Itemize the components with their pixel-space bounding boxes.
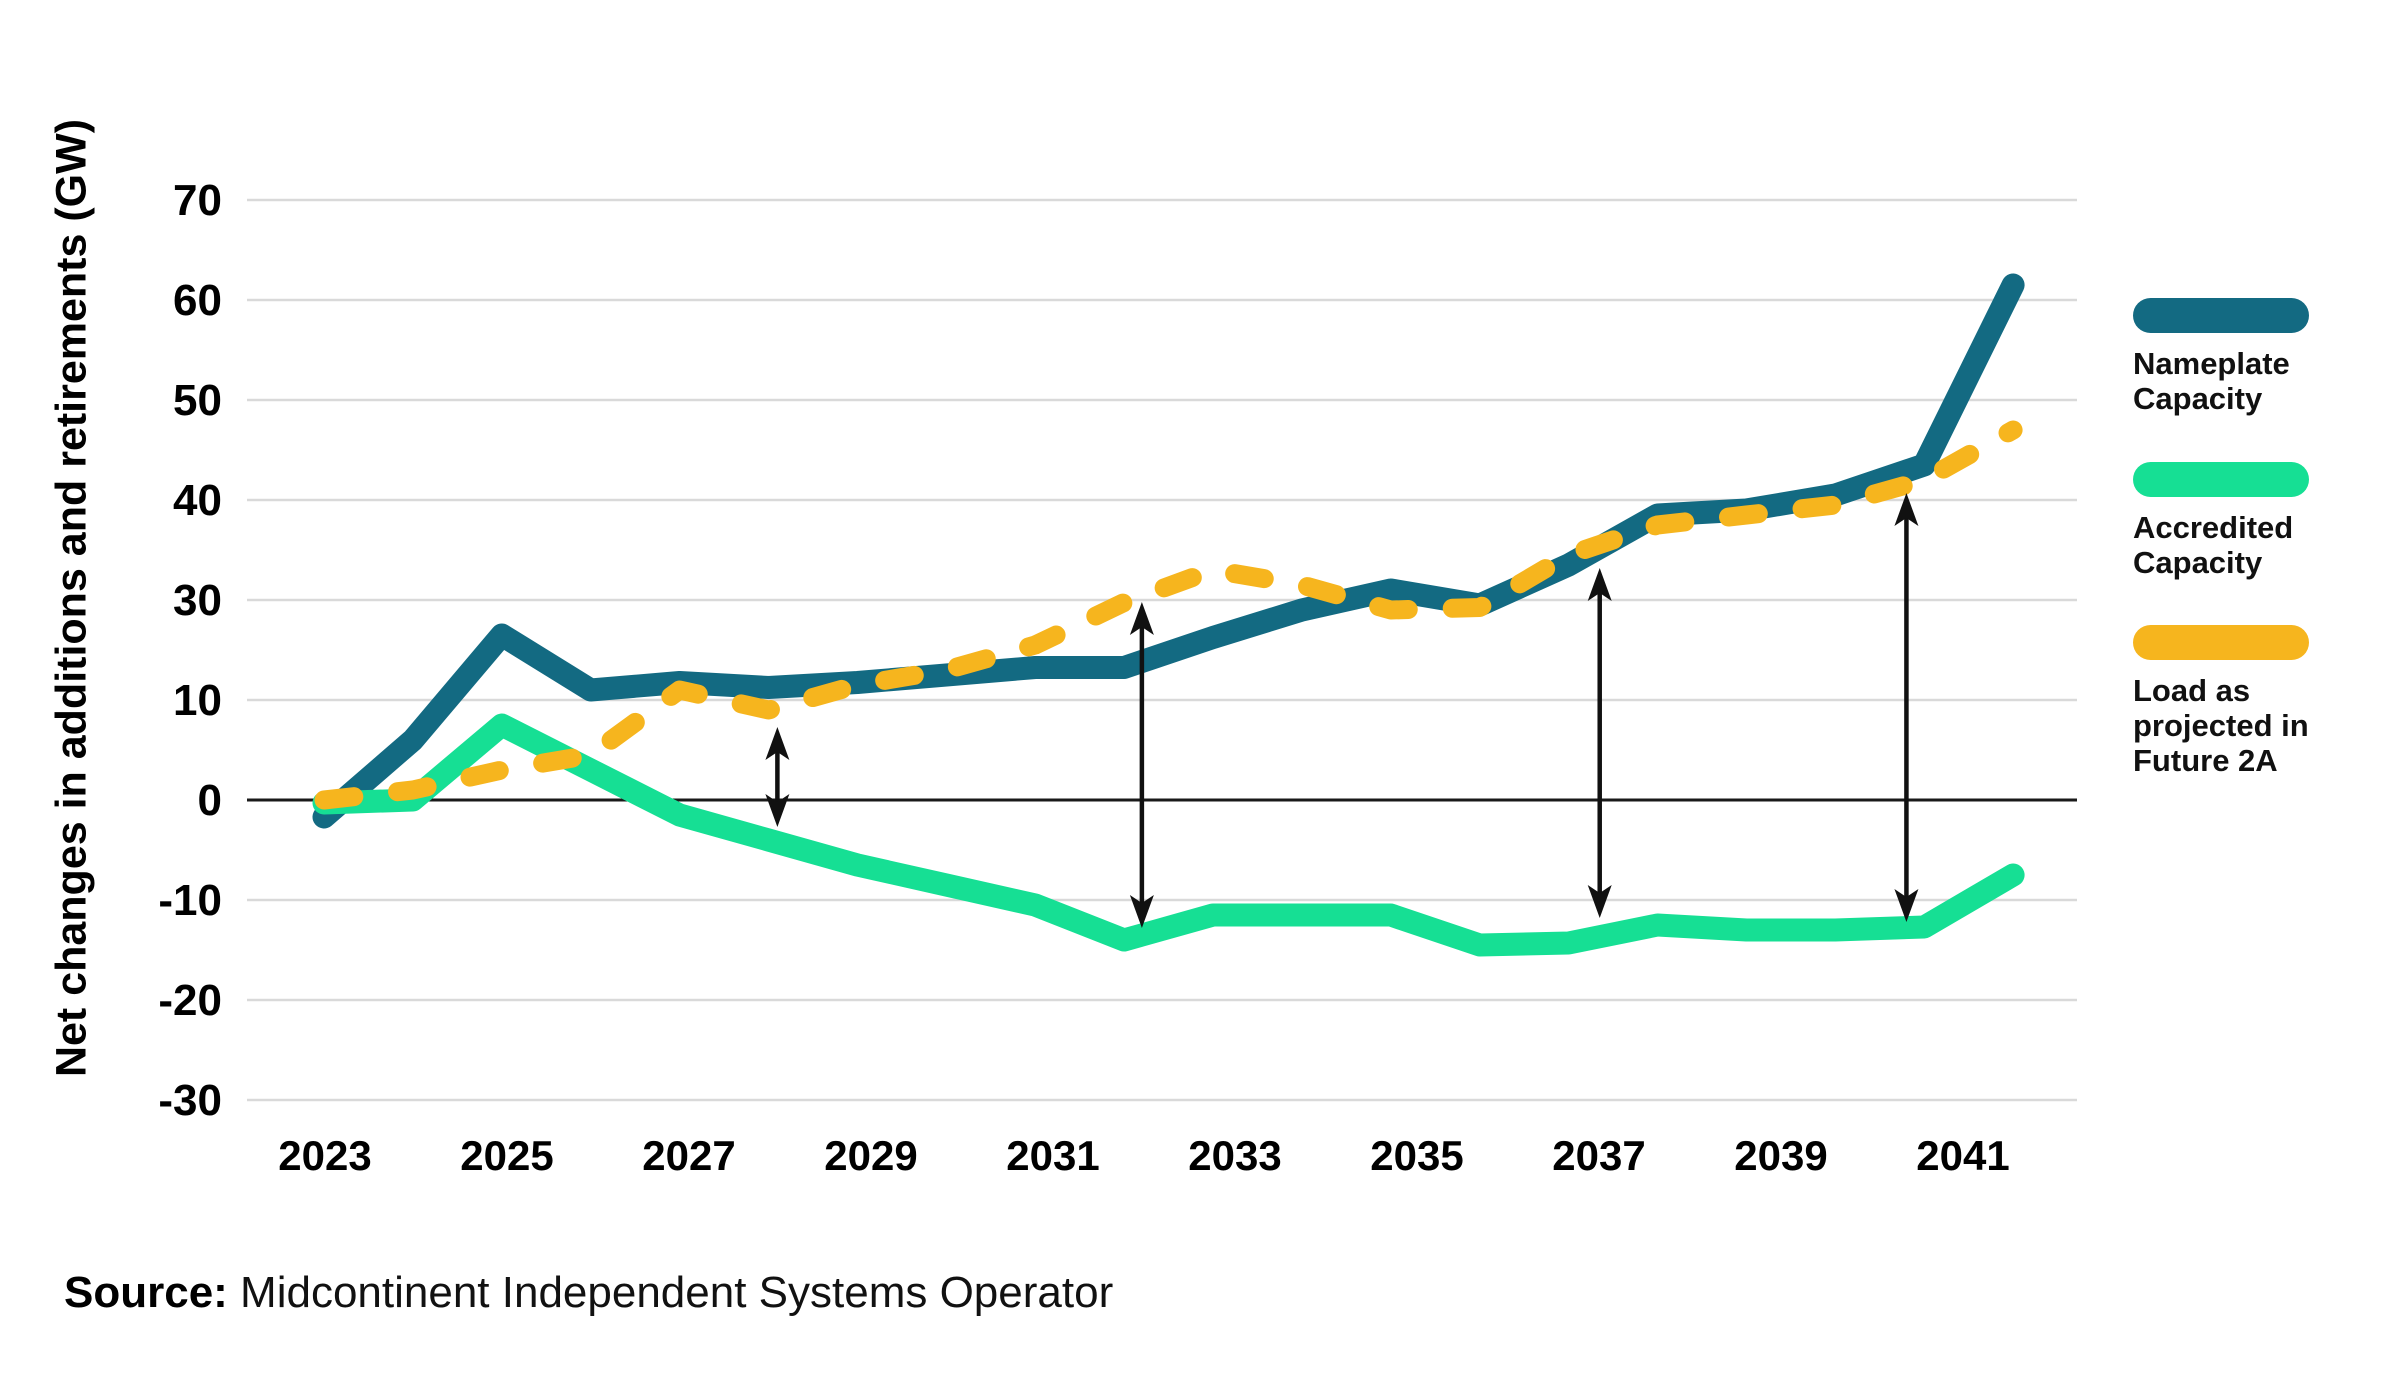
series-line-load-as-projected-in-future-2a [314,420,2023,810]
arrowhead-down [765,794,790,827]
legend-label-load-future-2a: Load as projected in Future 2A [2133,673,2309,778]
x-tick-label: 2035 [1370,1132,1463,1179]
y-tick-label: 30 [173,576,222,625]
legend-entry-accredited-capacity: Accredited Capacity [2133,462,2309,580]
arrowhead-down [1129,895,1154,928]
y-tick-label: -10 [158,876,222,925]
legend-swatch-load-future-2a [2133,625,2309,660]
x-tick-label: 2023 [278,1132,371,1179]
legend-entry-nameplate-capacity: Nameplate Capacity [2133,298,2309,416]
source-note: Source: Midcontinent Independent Systems… [64,1268,1113,1318]
y-tick-label: 70 [173,176,222,225]
legend-swatch-nameplate-capacity [2133,298,2309,333]
series-line-nameplate-capacity [312,273,2025,829]
x-tick-label: 2031 [1006,1132,1099,1179]
y-tick-label: -20 [158,976,222,1025]
arrowhead-up [765,727,790,760]
gap-arrow-3 [1587,568,1612,918]
x-tick-label: 2041 [1916,1132,2009,1179]
y-tick-label: 40 [173,476,222,525]
source-text: Midcontinent Independent Systems Operato… [227,1268,1114,1317]
arrowhead-up [1894,493,1919,526]
arrowhead-down [1894,889,1919,922]
arrowhead-up [1587,568,1612,601]
x-tick-label: 2025 [460,1132,553,1179]
gap-arrow-4 [1894,493,1919,922]
legend-swatch-accredited-capacity [2133,462,2309,497]
gap-arrow-2 [1129,602,1154,928]
legend-entry-load-future-2a: Load as projected in Future 2A [2133,625,2309,778]
y-tick-label: 50 [173,376,222,425]
legend-label-accredited-capacity: Accredited Capacity [2133,510,2294,580]
x-tick-label: 2039 [1734,1132,1827,1179]
x-tick-label: 2029 [824,1132,917,1179]
series-line-accredited-capacity [312,713,2025,957]
x-tick-label: 2033 [1188,1132,1281,1179]
x-tick-label: 2037 [1552,1132,1645,1179]
y-axis-title: Net changes in additions and retirements… [47,118,96,1078]
x-tick-label: 2027 [642,1132,735,1179]
y-tick-label: 0 [198,776,222,825]
gap-arrow-1 [765,727,790,827]
arrowhead-down [1587,885,1612,918]
legend-label-nameplate-capacity: Nameplate Capacity [2133,346,2290,416]
y-tick-label: -30 [158,1076,222,1125]
y-tick-label: 60 [173,276,222,325]
arrowhead-up [1129,602,1154,635]
y-tick-label: 10 [173,676,222,725]
source-label: Source: [64,1268,228,1317]
